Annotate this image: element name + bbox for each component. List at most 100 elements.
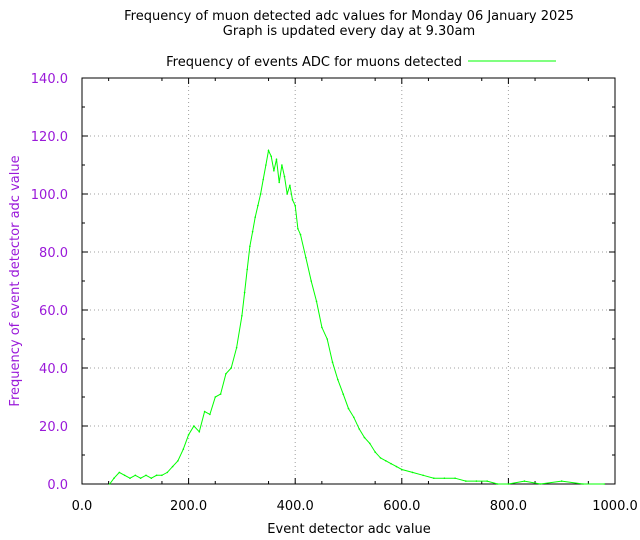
series-point xyxy=(214,396,217,398)
series-point xyxy=(411,471,414,474)
x-tick-label: 200.0 xyxy=(170,499,207,514)
y-tick-label: 100.0 xyxy=(31,188,68,203)
series-point xyxy=(254,216,256,218)
series-point xyxy=(291,199,294,201)
series-point xyxy=(251,230,254,233)
grid-lines xyxy=(82,78,615,484)
series-point xyxy=(235,346,238,349)
y-axis: 0.0 20.0 40.0 60.0 80.0 100.0 120.0 140.0 xyxy=(31,72,615,493)
series-point xyxy=(182,448,185,451)
series-point xyxy=(486,480,488,482)
series-point xyxy=(145,474,147,477)
series-point xyxy=(582,483,584,485)
series-point xyxy=(507,483,510,485)
series-point xyxy=(294,204,297,207)
series-point xyxy=(374,451,377,453)
series-point xyxy=(259,193,262,195)
series-point xyxy=(265,164,267,166)
y-tick-label: 0.0 xyxy=(47,478,68,493)
series-point xyxy=(241,315,243,317)
series-point xyxy=(283,175,286,178)
series-point xyxy=(171,465,174,468)
series-point xyxy=(281,164,283,166)
plot-border xyxy=(81,77,616,485)
series-point xyxy=(342,393,345,395)
x-tick-label: 0.0 xyxy=(72,499,93,514)
series-point xyxy=(475,480,478,482)
series-point xyxy=(465,480,467,482)
series-line xyxy=(109,148,605,485)
series-point xyxy=(299,233,302,236)
series-point xyxy=(155,474,158,477)
series-point xyxy=(331,361,334,364)
series-point xyxy=(310,280,313,282)
y-tick-label: 80.0 xyxy=(39,246,68,261)
series-point xyxy=(443,477,446,480)
series-point xyxy=(262,178,265,181)
y-tick-label: 60.0 xyxy=(39,304,68,319)
x-tick-label: 1000.0 xyxy=(592,499,638,514)
series-point xyxy=(496,483,499,485)
series-point xyxy=(286,193,289,195)
series-point xyxy=(305,257,307,259)
series-point xyxy=(454,477,456,480)
legend: Frequency of events ADC for muons detect… xyxy=(166,55,556,70)
series-point xyxy=(134,474,137,477)
series-point xyxy=(177,460,179,462)
series-point xyxy=(369,442,371,445)
series-point xyxy=(390,462,392,465)
series-point xyxy=(379,457,382,459)
chart-subtitle: Graph is updated every day at 9.30am xyxy=(223,24,475,39)
series-point xyxy=(347,407,350,410)
series-point xyxy=(198,431,201,433)
series-point xyxy=(209,413,211,416)
series-point xyxy=(395,465,398,468)
y-tick-label: 120.0 xyxy=(31,130,68,145)
series-point xyxy=(385,460,387,462)
y-tick-label: 20.0 xyxy=(39,420,68,435)
series-point xyxy=(230,367,232,369)
chart-title-block: Frequency of muon detected adc values fo… xyxy=(124,9,574,39)
series-point xyxy=(315,300,318,303)
series-point xyxy=(523,480,526,482)
series-point xyxy=(326,338,329,340)
chart-title: Frequency of muon detected adc values fo… xyxy=(124,9,574,24)
series-point xyxy=(187,433,190,436)
series-point xyxy=(257,204,259,207)
series-point xyxy=(243,291,246,294)
series-point xyxy=(275,158,278,160)
series-point xyxy=(401,468,403,471)
x-axis-label: Event detector adc value xyxy=(267,522,430,537)
x-axis: 0.0 200.0 400.0 600.0 800.0 1000.0 xyxy=(72,78,638,514)
series-point xyxy=(193,425,195,427)
series-point xyxy=(203,410,206,413)
series-point xyxy=(358,428,361,430)
series-point xyxy=(363,436,366,439)
series-point xyxy=(560,480,563,482)
series-point xyxy=(166,471,169,474)
x-tick-label: 800.0 xyxy=(490,499,527,514)
series-point xyxy=(603,483,606,485)
series-point xyxy=(422,474,424,477)
x-tick-label: 600.0 xyxy=(383,499,420,514)
series-point xyxy=(273,170,275,172)
series-point xyxy=(113,477,115,480)
series-point xyxy=(108,483,111,485)
series-point xyxy=(246,268,248,271)
series-point xyxy=(297,228,299,230)
series-point xyxy=(123,474,126,477)
series-point xyxy=(433,477,435,480)
series-point xyxy=(289,184,291,187)
y-axis-label: Frequency of event detector adc value xyxy=(8,155,23,406)
series-point xyxy=(225,373,227,375)
series-point xyxy=(278,181,281,184)
series-point xyxy=(139,477,142,480)
series-point xyxy=(150,477,153,480)
series-point xyxy=(249,245,251,247)
series-points xyxy=(108,149,606,485)
series-point xyxy=(118,471,121,474)
series-point xyxy=(321,326,323,329)
series-point xyxy=(270,155,273,158)
x-tick-label: 400.0 xyxy=(277,499,314,514)
